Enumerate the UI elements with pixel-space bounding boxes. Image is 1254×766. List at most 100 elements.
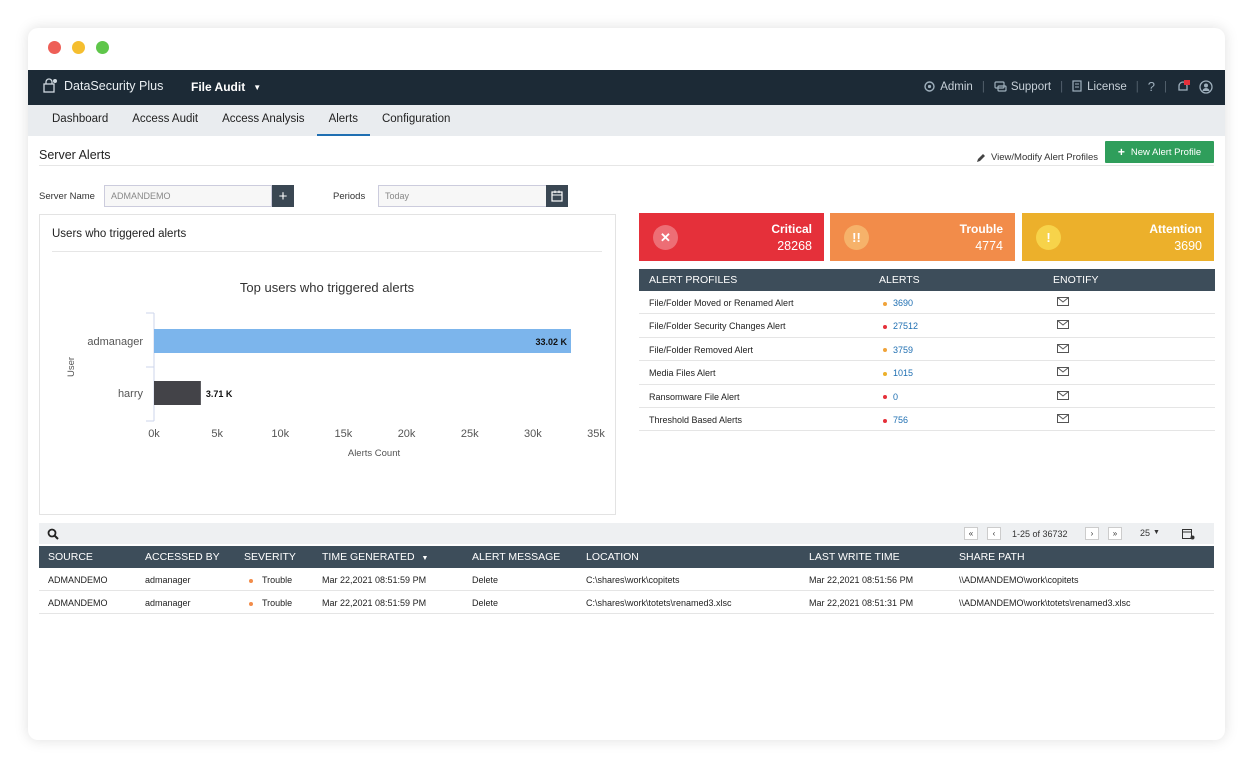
severity-dot xyxy=(883,418,887,423)
user-icon[interactable] xyxy=(1199,79,1213,94)
chart-title: Top users who triggered alerts xyxy=(240,280,415,295)
maximize-window-button[interactable] xyxy=(96,41,109,54)
divider xyxy=(52,251,602,252)
table-row[interactable]: File/Folder Removed Alert 3759 xyxy=(639,338,1215,362)
column-header-source[interactable]: SOURCE xyxy=(48,551,93,563)
enotify-mail-icon[interactable] xyxy=(1057,367,1069,378)
tab-access-audit[interactable]: Access Audit xyxy=(132,113,199,125)
page-title: Server Alerts xyxy=(39,148,111,162)
enotify-mail-icon[interactable] xyxy=(1057,390,1069,402)
alert-count-value[interactable]: 27512 xyxy=(893,321,919,332)
enotify-mail-icon[interactable] xyxy=(1057,413,1069,425)
prev-page-button[interactable]: ‹ xyxy=(987,527,1001,540)
attention-card[interactable]: ! Attention 3690 xyxy=(1022,213,1214,261)
datasecurity-logo-icon xyxy=(43,78,57,93)
column-header-enotify[interactable]: ENOTIFY xyxy=(1053,274,1099,286)
alert-count-value[interactable]: 3690 xyxy=(893,298,914,308)
severity-text: Trouble xyxy=(262,575,293,585)
support-link[interactable]: Support xyxy=(994,81,1051,93)
alert-count-value[interactable]: 756 xyxy=(893,414,909,425)
search-icon[interactable] xyxy=(47,528,59,540)
alert-profile-name[interactable]: File/Folder Moved or Renamed Alert xyxy=(649,298,794,308)
table-row[interactable]: Ransomware File Alert 0 xyxy=(639,385,1215,408)
notification-icon[interactable] xyxy=(1176,79,1190,94)
x-tick-label: 35k xyxy=(587,428,605,440)
table-row[interactable]: ADMANDEMO admanager Trouble Mar 22,2021 08:… xyxy=(39,568,1214,591)
next-page-button[interactable]: › xyxy=(1085,527,1099,540)
sort-down-icon: ▼ xyxy=(421,555,429,562)
tab-configuration[interactable]: Configuration xyxy=(381,113,451,125)
alerts-table: SOURCE ACCESSED BY SEVERITY TIME GENERAT… xyxy=(39,546,1214,614)
alert-profile-name[interactable]: File/Folder Security Changes Alert xyxy=(649,321,786,332)
alert-count-value[interactable]: 1015 xyxy=(893,368,914,379)
table-row[interactable]: Threshold Based Alerts 756 xyxy=(639,408,1215,432)
table-row[interactable]: File/Folder Security Changes Alert 27512 xyxy=(639,314,1215,338)
alert-count-value[interactable]: 0 xyxy=(893,391,899,402)
alert-count[interactable]: 756 xyxy=(883,415,908,425)
table-row[interactable]: Media Files Alert 1015 xyxy=(639,361,1215,385)
column-header-location[interactable]: LOCATION xyxy=(586,551,639,563)
exclamation-icon: ! xyxy=(1036,225,1061,250)
admin-link[interactable]: Admin xyxy=(923,80,973,93)
alert-count-value[interactable]: 3759 xyxy=(893,344,914,355)
column-header-alerts[interactable]: ALERTS xyxy=(879,274,920,286)
alert-count[interactable]: 0 xyxy=(883,392,898,402)
table-row[interactable]: File/Folder Moved or Renamed Alert 3690 xyxy=(639,291,1215,315)
periods-field[interactable]: Today xyxy=(378,185,547,207)
calendar-button[interactable] xyxy=(546,185,568,207)
first-page-button[interactable]: « xyxy=(964,527,978,540)
alert-count[interactable]: 27512 xyxy=(883,321,918,331)
column-header-alert-message[interactable]: ALERT MESSAGE xyxy=(472,551,561,563)
table-row[interactable]: ADMANDEMO admanager Trouble Mar 22,2021 08:… xyxy=(39,591,1214,614)
divider: | xyxy=(1135,80,1139,93)
alert-count[interactable]: 3759 xyxy=(883,345,913,355)
view-modify-profiles-link[interactable]: View/Modify Alert Profiles xyxy=(976,152,1098,163)
module-selector[interactable]: File Audit ▼ xyxy=(191,80,261,94)
alert-profile-name[interactable]: Ransomware File Alert xyxy=(649,391,740,402)
attention-label: Attention xyxy=(1149,222,1202,236)
server-name-field[interactable]: ADMANDEMO xyxy=(104,185,272,207)
view-modify-label: View/Modify Alert Profiles xyxy=(990,152,1098,163)
alert-profile-name[interactable]: File/Folder Removed Alert xyxy=(649,344,754,355)
column-header-last-write-time[interactable]: LAST WRITE TIME xyxy=(809,551,900,563)
bar-admanager[interactable] xyxy=(154,329,571,353)
alert-count[interactable]: 3690 xyxy=(883,298,913,308)
source-cell: ADMANDEMO xyxy=(48,598,108,608)
alert-message-cell: Delete xyxy=(472,598,499,608)
enotify-mail-icon[interactable] xyxy=(1057,297,1069,308)
last-write-time-cell: Mar 22,2021 08:51:31 PM xyxy=(809,598,914,608)
time-generated-cell: Mar 22,2021 08:51:59 PM xyxy=(322,598,427,608)
table-header: SOURCE ACCESSED BY SEVERITY TIME GENERAT… xyxy=(39,546,1214,568)
column-settings-icon[interactable] xyxy=(1182,529,1195,540)
bar-harry[interactable] xyxy=(154,381,201,405)
alert-count[interactable]: 1015 xyxy=(883,368,913,378)
minimize-window-button[interactable] xyxy=(72,41,85,54)
column-header-time-generated[interactable]: TIME GENERATED ▼ xyxy=(322,551,428,563)
brand[interactable]: DataSecurity Plus xyxy=(42,78,163,94)
severity-text: Trouble xyxy=(262,598,293,608)
alert-profile-name[interactable]: Threshold Based Alerts xyxy=(649,414,743,425)
critical-card[interactable]: ✕ Critical 28268 xyxy=(639,213,824,261)
enotify-mail-icon[interactable] xyxy=(1057,343,1069,355)
y-axis-label: User xyxy=(66,357,77,377)
page-size-select[interactable]: 25 ▼ xyxy=(1140,528,1160,538)
license-link[interactable]: License xyxy=(1072,80,1127,93)
alert-profile-name[interactable]: Media Files Alert xyxy=(649,368,716,379)
attention-count: 3690 xyxy=(1174,239,1202,253)
column-header-severity[interactable]: SEVERITY xyxy=(244,551,296,563)
new-alert-profile-button[interactable]: + New Alert Profile xyxy=(1105,141,1214,163)
column-header-share-path[interactable]: SHARE PATH xyxy=(959,551,1025,563)
add-server-button[interactable]: + xyxy=(272,185,294,207)
column-header-accessed-by[interactable]: ACCESSED BY xyxy=(145,551,220,563)
last-page-button[interactable]: » xyxy=(1108,527,1122,540)
window-controls xyxy=(48,41,109,54)
tab-access-analysis[interactable]: Access Analysis xyxy=(222,113,305,125)
source-cell: ADMANDEMO xyxy=(48,575,108,585)
enotify-mail-icon[interactable] xyxy=(1057,320,1069,331)
tab-alerts[interactable]: Alerts xyxy=(316,105,370,136)
close-window-button[interactable] xyxy=(48,41,61,54)
column-header-alert-profiles[interactable]: ALERT PROFILES xyxy=(649,274,738,286)
help-icon[interactable]: ? xyxy=(1147,79,1155,94)
trouble-card[interactable]: !! Trouble 4774 xyxy=(830,213,1015,261)
tab-dashboard[interactable]: Dashboard xyxy=(52,113,109,125)
